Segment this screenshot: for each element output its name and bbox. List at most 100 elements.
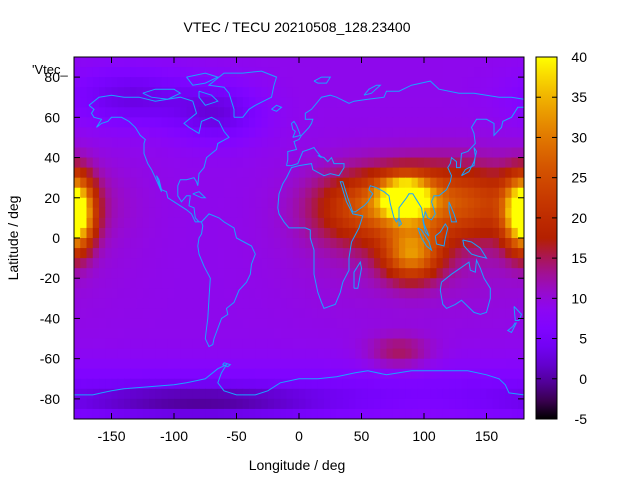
heat-cell	[86, 87, 94, 98]
heat-cell	[505, 167, 513, 179]
heat-cell	[92, 107, 100, 118]
heat-cell	[442, 147, 450, 159]
heat-cell	[342, 217, 350, 229]
heat-cell	[517, 187, 524, 199]
heat-cell	[286, 157, 294, 169]
heat-cell	[167, 238, 175, 249]
heat-cell	[80, 318, 88, 330]
heat-cell	[392, 318, 400, 330]
heat-cell	[136, 147, 144, 159]
heat-cell	[230, 157, 238, 169]
heat-cell	[155, 328, 163, 340]
heat-cell	[149, 268, 156, 279]
heat-cell	[236, 338, 244, 350]
heat-cell	[405, 147, 413, 159]
heat-cell	[261, 157, 269, 169]
heat-cell	[242, 278, 250, 289]
heat-cell	[461, 318, 469, 330]
heat-cell	[317, 147, 325, 159]
heat-cell	[361, 137, 369, 149]
heat-cell	[261, 127, 269, 139]
heat-cell	[111, 398, 119, 410]
heat-cell	[274, 97, 281, 108]
heat-cell	[424, 278, 431, 289]
heat-cell	[92, 217, 100, 229]
coastline-indonesia-borneo	[434, 222, 449, 247]
heat-cell	[161, 338, 169, 350]
heat-cell	[405, 57, 413, 68]
heat-cell	[74, 348, 81, 360]
heat-cell	[317, 328, 325, 340]
heat-cell	[511, 97, 519, 108]
heat-cell	[449, 348, 456, 360]
heat-cell	[517, 107, 524, 118]
heat-cell	[261, 278, 269, 289]
heat-cell	[105, 368, 113, 380]
heat-cell	[486, 278, 494, 289]
heat-cell	[280, 348, 288, 360]
heat-cell	[349, 217, 356, 229]
heat-cell	[355, 348, 363, 360]
heat-cell	[249, 388, 256, 400]
heat-cell	[380, 137, 388, 149]
heat-cell	[330, 107, 338, 118]
heat-cell	[299, 308, 306, 320]
heat-cell	[186, 77, 194, 88]
heat-cell	[492, 87, 500, 98]
heat-cell	[424, 57, 431, 68]
heat-cell	[142, 308, 150, 320]
heat-cell	[505, 388, 513, 400]
heat-cell	[211, 157, 219, 169]
heat-cell	[124, 398, 131, 410]
heat-cell	[230, 167, 238, 179]
heat-cell	[167, 167, 175, 179]
heat-cell	[130, 187, 138, 199]
heat-cell	[217, 378, 225, 390]
heat-cell	[80, 238, 88, 249]
heat-cell	[161, 197, 169, 209]
colorbar-tick-label: 10	[571, 290, 587, 306]
heat-cell	[467, 328, 475, 340]
heat-cell	[149, 398, 156, 410]
heat-cell	[417, 97, 425, 108]
heat-cell	[430, 177, 438, 189]
heat-cell	[167, 378, 175, 390]
heat-cell	[399, 87, 406, 98]
heat-cell	[236, 87, 244, 98]
heat-cell	[124, 227, 131, 239]
heat-cell	[411, 197, 419, 209]
heat-cell	[517, 238, 524, 249]
heat-cell	[267, 197, 275, 209]
heat-cell	[86, 348, 94, 360]
heat-cell	[142, 288, 150, 299]
heat-cell	[442, 137, 450, 149]
heat-cell	[324, 318, 331, 330]
heat-cell	[149, 157, 156, 169]
heat-cell	[117, 368, 125, 380]
heat-cell	[224, 288, 231, 299]
heat-cell	[505, 147, 513, 159]
heat-cell	[255, 77, 263, 88]
heat-cell	[467, 107, 475, 118]
heat-cell	[230, 67, 238, 78]
heat-cell	[224, 238, 231, 249]
heat-cell	[180, 368, 188, 380]
heat-cell	[230, 258, 238, 269]
heat-cell	[111, 328, 119, 340]
heat-cell	[467, 348, 475, 360]
heat-cell	[499, 207, 506, 219]
heat-cell	[330, 338, 338, 350]
heat-cell	[474, 338, 481, 350]
heat-cell	[280, 388, 288, 400]
heat-cell	[442, 67, 450, 78]
heat-cell	[467, 378, 475, 390]
heat-cell	[161, 227, 169, 239]
heat-cell	[317, 288, 325, 299]
heat-cell	[317, 77, 325, 88]
heat-cell	[86, 207, 94, 219]
heat-cell	[117, 288, 125, 299]
heat-cell	[236, 358, 244, 370]
heat-cell	[236, 127, 244, 139]
heat-cell	[367, 197, 375, 209]
heat-cell	[92, 238, 100, 249]
